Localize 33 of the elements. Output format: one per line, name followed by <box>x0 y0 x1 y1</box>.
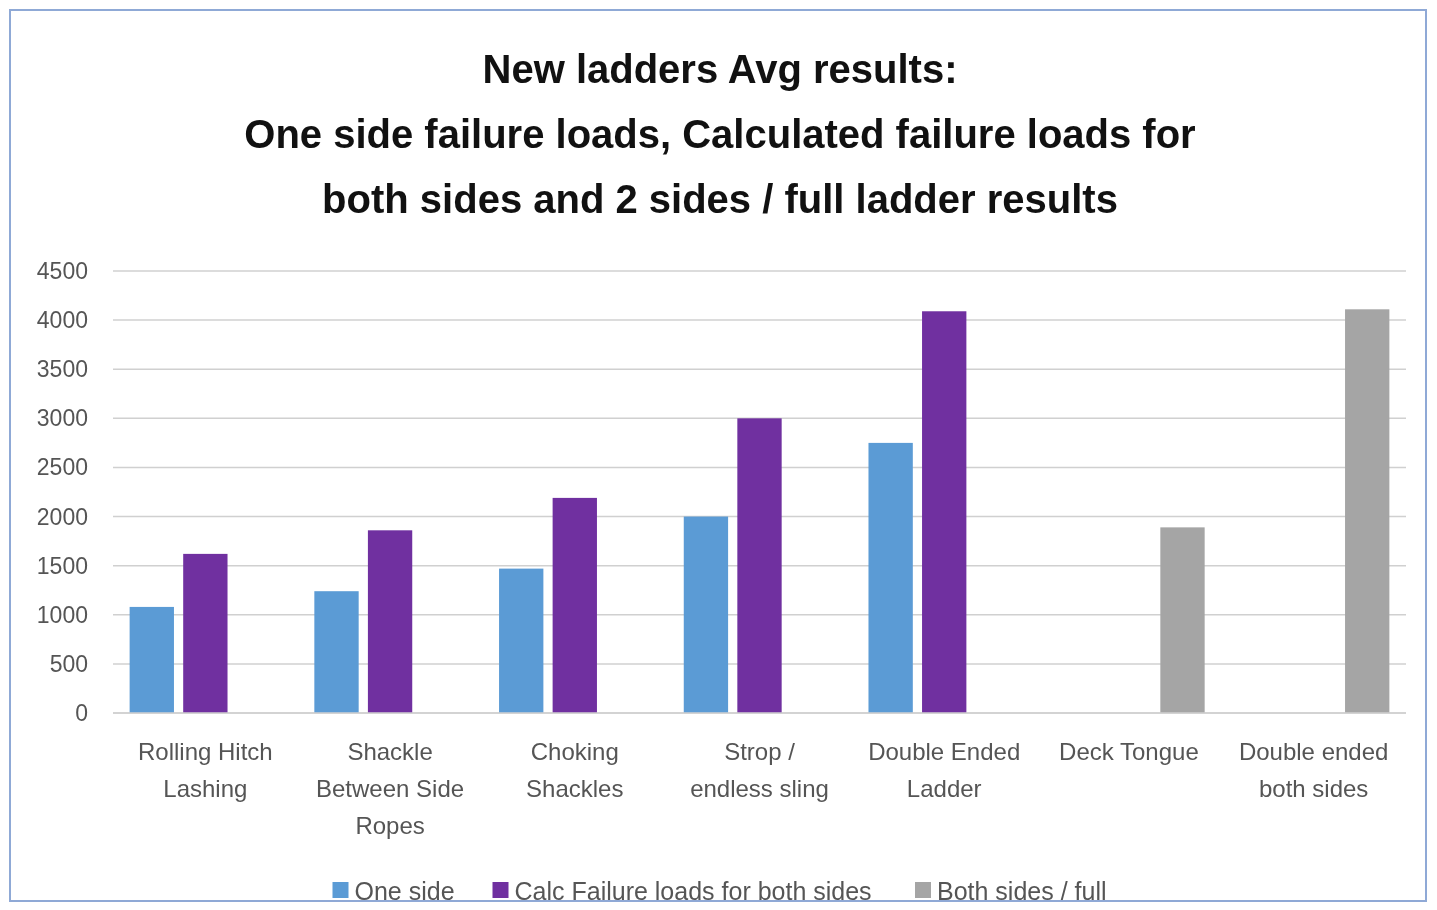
bar <box>552 497 597 713</box>
x-tick-label: Strop / endless sling <box>690 738 829 802</box>
y-tick-label: 3000 <box>36 405 88 432</box>
x-tick-label: Rolling Hitch Lashing <box>138 738 273 802</box>
y-tick-label: 4000 <box>36 307 88 334</box>
bar <box>367 530 413 713</box>
bar <box>314 591 359 713</box>
bar <box>868 442 913 713</box>
bar <box>737 418 782 713</box>
y-tick-label: 1000 <box>36 601 88 628</box>
x-tick-label: Shackle Between Side Ropes <box>316 738 465 839</box>
y-tick-label: 1500 <box>36 552 88 579</box>
legend-label: Both sides / full <box>937 876 1107 905</box>
y-tick-label: 0 <box>75 700 88 727</box>
bar <box>683 516 729 713</box>
y-tick-label: 2500 <box>36 454 88 481</box>
bar <box>1345 309 1390 713</box>
bar <box>1160 527 1205 713</box>
y-tick-label: 4500 <box>36 258 88 285</box>
bar <box>499 568 544 713</box>
bar <box>922 311 967 713</box>
chart-title: New ladders Avg results: One side failure loads, Calculated failure loads for both sides and 2 sides / full ladder results <box>244 47 1196 221</box>
y-tick-label: 2000 <box>36 503 88 530</box>
legend-label: One side <box>354 876 455 905</box>
x-tick-label: Choking Shackles <box>526 738 624 802</box>
x-tick-label: Double Ended Ladder <box>868 738 1021 802</box>
y-tick-label: 500 <box>49 650 88 677</box>
bar <box>129 606 174 713</box>
x-tick-label: Double ended both sides <box>1238 738 1389 802</box>
x-tick-label: Deck Tongue <box>1059 738 1199 765</box>
y-tick-label: 3500 <box>36 356 88 383</box>
bar <box>183 553 228 713</box>
legend-label: Calc Failure loads for both sides <box>514 876 872 905</box>
